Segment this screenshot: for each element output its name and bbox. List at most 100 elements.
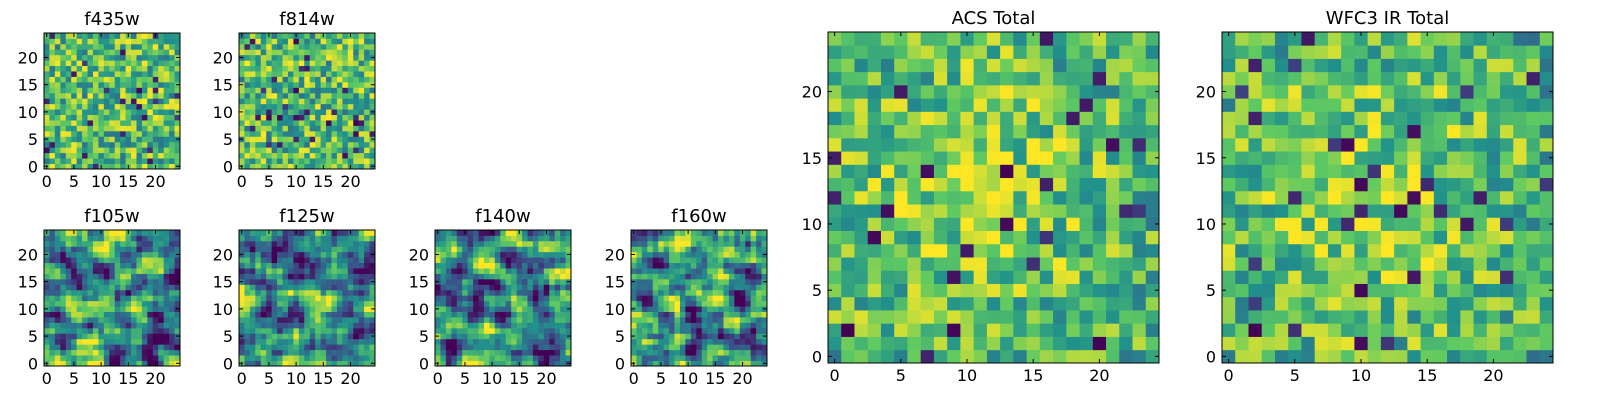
heatmap-cell bbox=[478, 338, 485, 345]
heatmap-cell bbox=[1486, 217, 1501, 231]
heatmap-cell bbox=[114, 158, 121, 164]
heatmap-cell bbox=[712, 327, 719, 334]
heatmap-cell bbox=[92, 344, 99, 351]
heatmap-cell bbox=[1066, 257, 1080, 271]
heatmap-cell bbox=[71, 125, 78, 132]
heatmap-cell bbox=[728, 235, 735, 242]
heatmap-cell bbox=[1013, 124, 1027, 139]
heatmap-cell bbox=[549, 246, 556, 253]
heatmap-cell bbox=[87, 60, 94, 67]
heatmap-cell bbox=[1394, 349, 1408, 364]
heatmap-cell bbox=[347, 338, 354, 345]
heatmap-cell bbox=[1433, 177, 1448, 192]
heatmap-cell bbox=[1222, 349, 1236, 364]
heatmap-cell bbox=[478, 295, 485, 302]
heatmap-cell bbox=[109, 240, 116, 247]
heatmap-cell bbox=[435, 300, 441, 307]
heatmap-cell bbox=[467, 349, 474, 356]
heatmap-cell bbox=[894, 283, 908, 298]
heatmap-cell bbox=[451, 349, 458, 356]
heatmap-cell bbox=[494, 322, 501, 329]
heatmap-cell bbox=[282, 81, 289, 88]
heatmap-cell bbox=[141, 251, 148, 258]
heatmap-cell bbox=[920, 71, 935, 86]
heatmap-cell bbox=[152, 87, 159, 94]
heatmap-cell bbox=[147, 338, 154, 345]
y-tick-label: 10 bbox=[409, 300, 429, 319]
heatmap-cell bbox=[141, 141, 148, 148]
heatmap-cell bbox=[320, 147, 327, 154]
heatmap-cell bbox=[712, 311, 719, 318]
heatmap-cell bbox=[358, 317, 365, 323]
heatmap-cell bbox=[947, 270, 961, 284]
heatmap-cell bbox=[445, 349, 452, 356]
heatmap-cell bbox=[701, 349, 708, 356]
heatmap-cell bbox=[986, 190, 1001, 205]
heatmap-cell bbox=[636, 317, 643, 323]
heatmap-cell bbox=[298, 114, 305, 121]
heatmap-cell bbox=[1407, 349, 1421, 364]
heatmap-cell bbox=[505, 251, 512, 258]
heatmap-cell bbox=[255, 76, 262, 83]
heatmap-cell bbox=[1394, 164, 1408, 179]
heatmap-cell bbox=[87, 360, 94, 367]
heatmap-cell bbox=[1053, 84, 1067, 99]
heatmap-cell bbox=[527, 289, 534, 296]
heatmap-cell bbox=[49, 158, 56, 164]
heatmap-cell bbox=[933, 98, 948, 112]
heatmap-cell bbox=[947, 243, 961, 258]
heatmap-cell bbox=[663, 262, 670, 269]
heatmap-cell bbox=[841, 190, 855, 205]
heatmap-cell bbox=[473, 230, 479, 236]
heatmap-cell bbox=[82, 235, 88, 242]
heatmap-cell bbox=[690, 246, 697, 253]
heatmap-cell bbox=[1119, 84, 1133, 99]
heatmap-cell bbox=[326, 98, 332, 105]
heatmap-cell bbox=[65, 109, 72, 115]
heatmap-cell bbox=[331, 295, 338, 302]
heatmap-cell bbox=[435, 317, 441, 323]
heatmap-cell bbox=[320, 278, 327, 285]
heatmap-cell bbox=[60, 230, 67, 236]
heatmap-cell bbox=[1013, 58, 1027, 73]
heatmap-cell bbox=[1526, 257, 1541, 271]
axes-frame bbox=[238, 32, 376, 170]
heatmap-cell bbox=[554, 317, 561, 323]
heatmap-cell bbox=[1314, 217, 1329, 231]
heatmap-cell bbox=[538, 344, 545, 351]
heatmap-cell bbox=[1222, 151, 1236, 165]
heatmap-cell bbox=[690, 344, 697, 351]
heatmap-cell bbox=[331, 92, 338, 99]
heatmap-cell bbox=[60, 333, 67, 340]
heatmap-cell bbox=[750, 289, 757, 296]
heatmap-cell bbox=[60, 163, 67, 170]
heatmap-cell bbox=[293, 306, 300, 312]
heatmap-cell bbox=[103, 240, 110, 247]
heatmap-cell bbox=[549, 322, 556, 329]
heatmap-cell bbox=[347, 71, 354, 77]
heatmap-cell bbox=[734, 306, 741, 312]
heatmap-cell bbox=[973, 336, 988, 351]
heatmap-cell bbox=[440, 246, 447, 253]
heatmap-cell bbox=[282, 60, 289, 67]
heatmap-cell bbox=[271, 114, 278, 121]
heatmap-cell bbox=[947, 32, 961, 46]
heatmap-cell bbox=[71, 158, 78, 164]
heatmap-cell bbox=[1092, 32, 1107, 46]
heatmap-cell bbox=[136, 322, 143, 329]
heatmap-cell bbox=[739, 257, 746, 264]
heatmap-cell bbox=[973, 45, 988, 59]
heatmap-cell bbox=[92, 120, 99, 126]
heatmap-cell bbox=[505, 300, 512, 307]
heatmap-cell bbox=[543, 262, 550, 269]
heatmap-cell bbox=[298, 98, 305, 105]
heatmap-cell bbox=[331, 240, 338, 247]
heatmap-cell bbox=[473, 322, 479, 329]
heatmap-cell bbox=[76, 311, 83, 318]
heatmap-cell bbox=[315, 54, 321, 61]
heatmap-cell bbox=[522, 360, 528, 367]
heatmap-cell bbox=[82, 360, 88, 367]
heatmap-cell bbox=[907, 137, 922, 152]
heatmap-cell bbox=[98, 289, 105, 296]
heatmap-cell bbox=[947, 98, 961, 112]
